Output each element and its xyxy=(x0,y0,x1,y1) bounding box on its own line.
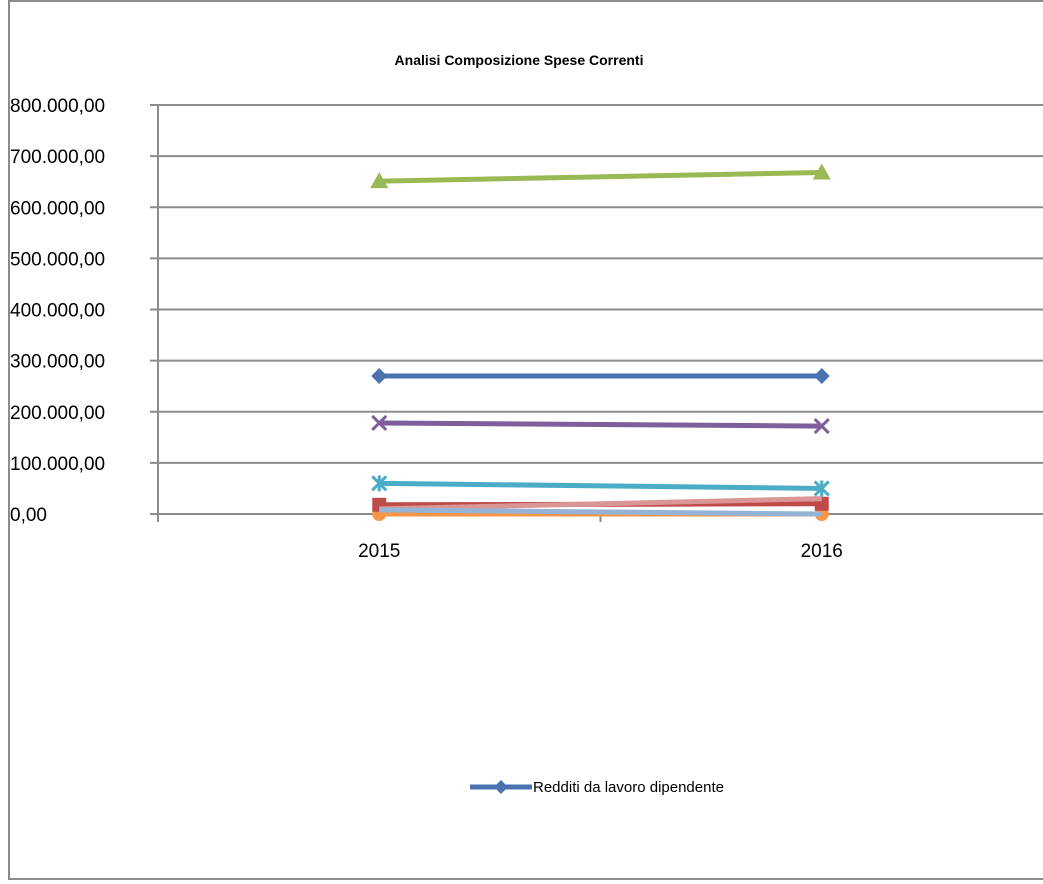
series-line xyxy=(379,496,822,512)
data-point-diamond xyxy=(813,367,830,384)
legend: Redditi da lavoro dipendente xyxy=(470,779,724,796)
series-6 xyxy=(379,496,822,512)
y-tick-label: 100.000,00 xyxy=(10,454,105,475)
legend-marker-diamond xyxy=(494,780,508,794)
series-line xyxy=(379,480,822,491)
data-point-x xyxy=(813,418,830,435)
data-point-triangle xyxy=(370,172,389,189)
y-tick-label: 700.000,00 xyxy=(10,147,105,168)
x-tick-label: 2015 xyxy=(358,541,400,562)
data-point-triangle xyxy=(812,163,831,180)
y-tick-label: 600.000,00 xyxy=(10,198,105,219)
y-tick-label: 300.000,00 xyxy=(10,352,105,373)
series-2 xyxy=(370,163,831,189)
data-point-diamond xyxy=(371,367,388,384)
legend-label-redditi: Redditi da lavoro dipendente xyxy=(533,779,724,796)
y-tick-label: 200.000,00 xyxy=(10,403,105,424)
series-line xyxy=(379,507,822,517)
data-point-star xyxy=(813,480,830,497)
series-0 xyxy=(371,367,830,384)
data-point-x xyxy=(371,414,388,432)
chart-frame xyxy=(8,0,1043,880)
chart-title: Analisi Composizione Spese Correnti xyxy=(395,52,644,68)
series-3 xyxy=(371,414,830,435)
series-group xyxy=(370,163,831,521)
grid-lines xyxy=(150,104,1043,515)
y-axis-labels: 0,00 100.000,00 200.000,00 300.000,00 400.00… xyxy=(10,96,105,526)
y-tick-label: 500.000,00 xyxy=(10,249,105,270)
y-tick-label: 800.000,00 xyxy=(10,96,105,117)
series-7 xyxy=(379,507,822,517)
series-line xyxy=(379,420,822,429)
x-tick-label: 2016 xyxy=(801,541,843,562)
x-axis-labels: 2015 2016 xyxy=(358,541,843,562)
series-line xyxy=(379,169,822,184)
y-tick-label: 0,00 xyxy=(10,505,47,526)
series-4 xyxy=(371,475,830,497)
y-tick-label: 400.000,00 xyxy=(10,301,105,322)
axes xyxy=(157,105,1043,522)
data-point-star xyxy=(371,475,388,492)
